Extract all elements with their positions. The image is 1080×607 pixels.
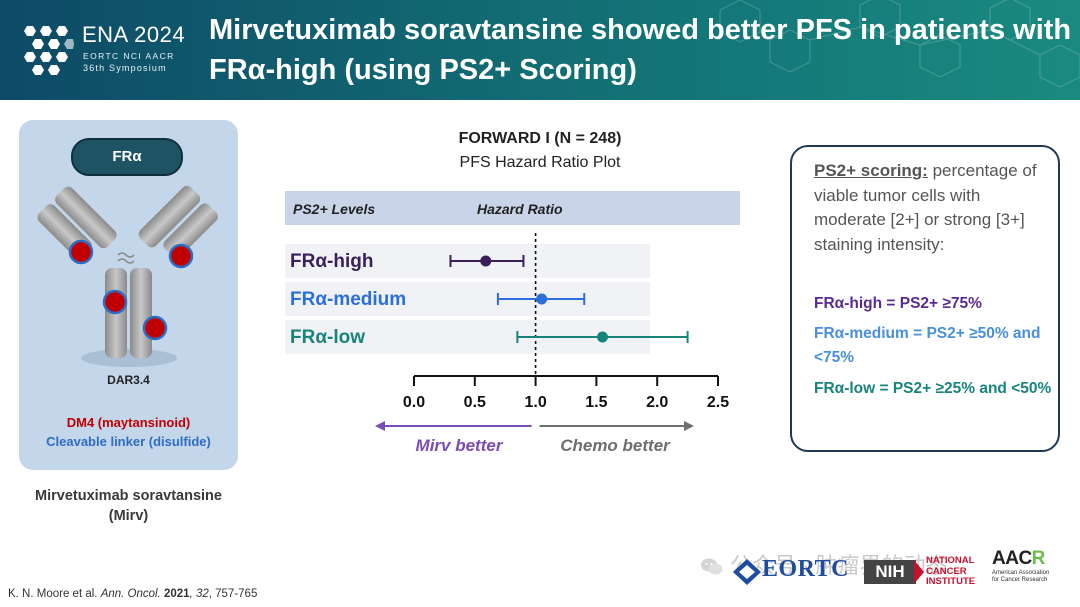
aacr-logo: AACR American Association for Cancer Res… <box>992 548 1076 592</box>
column-header-levels: PS2+ Levels <box>293 201 375 217</box>
definition-body: percentage of viable tumor cells with mo… <box>814 161 1037 254</box>
x-axis-tick-label: 2.5 <box>707 394 729 411</box>
x-axis-tick-label: 0.5 <box>464 394 486 411</box>
eortc-emblem-icon <box>733 559 761 585</box>
ena-2024-logo: ENA 2024 EORTC NCI AACR 36th Symposium <box>22 22 192 82</box>
hazard-ratio-point <box>596 331 608 343</box>
study-title: FORWARD I (N = 248) <box>458 130 622 147</box>
logo-organizations: EORTC NCI AACR <box>83 51 175 61</box>
citation-volume: , 32 <box>189 588 209 600</box>
logo-symposium: 36th Symposium <box>83 63 167 73</box>
hexagon-pattern-decoration <box>719 0 1080 88</box>
x-axis-tick-label: 2.0 <box>646 394 668 411</box>
nci-line-1: NATIONAL <box>926 555 975 566</box>
eortc-logo-text: EORTC <box>762 556 850 582</box>
row-background <box>285 282 650 316</box>
eortc-logo: EORTC <box>732 556 849 588</box>
forest-plot: PS2+ Levels Hazard Ratio FRα-high FRα-med… <box>285 191 740 455</box>
plot-title: PFS Hazard Ratio Plot <box>459 154 621 171</box>
nci-logo-text: NATIONAL CANCER INSTITUTE <box>926 555 976 588</box>
linker-label: Cleavable linker (disulfide) <box>46 434 211 449</box>
aacr-r: R <box>1031 548 1046 569</box>
chemo-better-label: Chemo better <box>560 436 671 455</box>
payload-label: DM4 (maytansinoid) <box>66 415 191 430</box>
x-axis-tick-label: 0.0 <box>403 394 425 411</box>
aacr-logo-text: AACR <box>992 548 1076 570</box>
dar-label: DAR3.4 <box>107 373 150 387</box>
aacr-subtitle-1: American Association <box>992 570 1050 576</box>
definition-term: PS2+ scoring: <box>814 161 928 180</box>
aacr-main: AAC <box>992 548 1032 569</box>
nih-nci-logo: NIH NATIONAL CANCER INSTITUTE <box>864 554 976 588</box>
aacr-subtitle-2: for Cancer Research <box>992 577 1048 583</box>
citation-year: 2021 <box>160 588 190 600</box>
mirv-better-arrowhead <box>375 421 385 431</box>
x-axis-tick-label: 1.5 <box>585 394 607 411</box>
slide-header: ENA 2024 EORTC NCI AACR 36th Symposium M… <box>0 0 1080 100</box>
mirv-better-label: Mirv better <box>416 436 504 455</box>
column-header-bar <box>285 191 740 225</box>
row-label: FRα-high <box>290 251 373 272</box>
row-label: FRα-medium <box>290 289 406 310</box>
drug-structure-panel: FRα DAR3.4 DM4 (maytansinoid) Cleavab <box>19 120 238 470</box>
nci-line-2: CANCER <box>926 565 967 577</box>
chemo-better-arrowhead <box>684 421 694 431</box>
citation-authors: K. N. Moore et al. <box>8 588 101 600</box>
hazard-ratio-point <box>536 293 548 305</box>
definition-text: PS2+ scoring: percentage of viable tumor… <box>814 159 1050 257</box>
column-header-hazard-ratio: Hazard Ratio <box>477 201 563 217</box>
definition-fra-medium: FRα-medium = PS2+ ≥50% and <75% <box>814 325 1041 366</box>
definition-fra-high: FRα-high = PS2+ ≥75% <box>814 295 982 312</box>
wechat-icon <box>701 558 723 575</box>
hazard-ratio-point <box>480 255 492 267</box>
nih-logo-box: NIH <box>864 560 916 584</box>
nih-arrow-icon <box>914 560 924 584</box>
citation-journal: Ann. Oncol. <box>100 588 161 600</box>
citation-pages: , 757-765 <box>208 588 258 600</box>
citation: K. N. Moore et al. Ann. Oncol. 2021, 32,… <box>8 588 257 600</box>
logo-title: ENA 2024 <box>82 22 186 47</box>
slide-title: Mirvetuximab soravtansine showed better … <box>209 14 1072 86</box>
antibody-drug-conjugate-icon <box>37 185 218 367</box>
target-label: FRα <box>71 138 183 176</box>
definition-fra-low: FRα-low = PS2+ ≥25% and <50% <box>814 380 1052 397</box>
logo-dots-icon <box>24 26 74 75</box>
row-label: FRα-low <box>290 327 365 348</box>
x-axis-tick-label: 1.0 <box>524 394 546 411</box>
nci-line-3: INSTITUTE <box>926 576 976 587</box>
drug-caption: Mirvetuximab soravtansine (Mirv) <box>35 488 222 524</box>
ps2-scoring-definition-box: PS2+ scoring: percentage of viable tumor… <box>790 145 1060 452</box>
